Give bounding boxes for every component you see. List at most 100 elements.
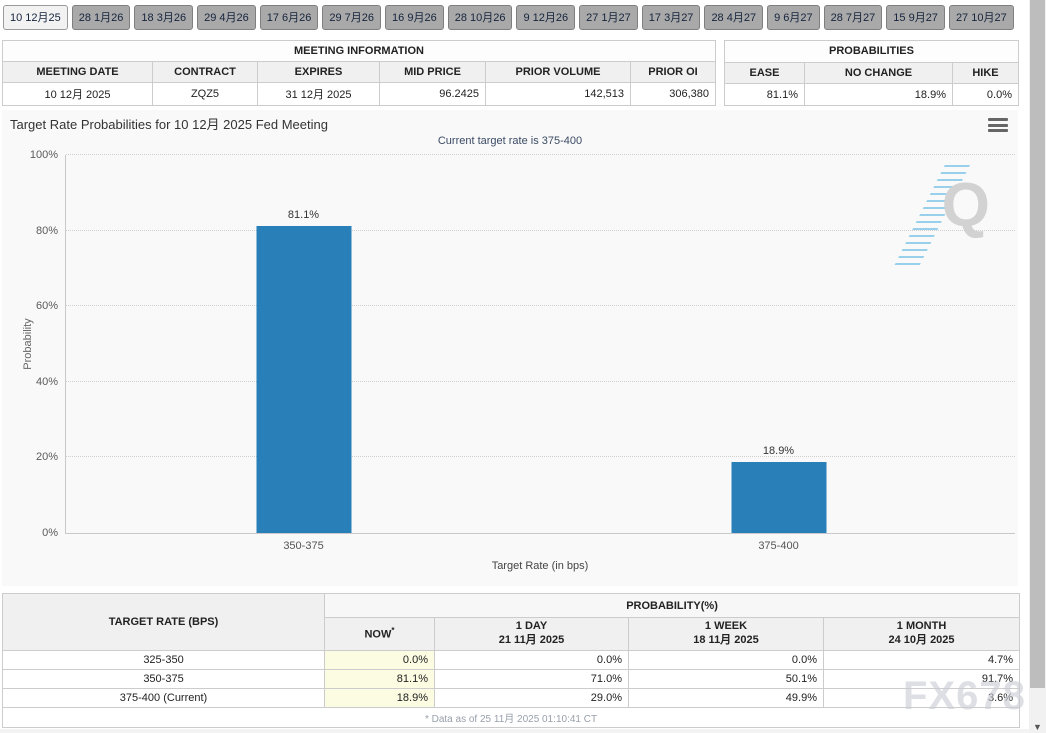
meeting-date-value: 10 12月 2025 — [2, 82, 153, 106]
meeting-tab[interactable]: 28 1月26 — [71, 5, 131, 30]
col-header-meeting-date: MEETING DATE — [2, 61, 153, 83]
x-axis-title: Target Rate (in bps) — [491, 560, 589, 572]
meeting-tab[interactable]: 27 1月27 — [579, 5, 638, 30]
meeting-tab[interactable]: 10 12月25 — [3, 5, 68, 30]
y-axis-tick: 60% — [35, 300, 58, 313]
scrollbar-thumb[interactable] — [1030, 0, 1045, 688]
month-date: 24 10月 2025 — [888, 633, 955, 646]
col-header-1-day: 1 DAY 21 11月 2025 — [434, 617, 629, 651]
week-label: 1 WEEK — [704, 620, 748, 632]
day-cell: 29.0% — [434, 687, 629, 708]
day-cell: 71.0% — [434, 668, 629, 689]
table-row: 325-350 0.0% 0.0% 0.0% 4.7% — [2, 649, 1021, 670]
bar-375-400[interactable]: 18.9% — [731, 445, 826, 533]
probability-history-table: TARGET RATE (BPS) PROBABILITY(%) NOW* 1 … — [1, 593, 1021, 728]
gridline — [66, 229, 1015, 231]
week-date: 18 11月 2025 — [693, 633, 759, 646]
now-label: NOW — [364, 628, 392, 641]
chart-subtitle: Current target rate is 375-400 — [437, 135, 583, 147]
hike-value: 0.0% — [952, 83, 1019, 106]
meeting-tab[interactable]: 16 9月26 — [385, 5, 444, 30]
hamburger-menu-icon[interactable] — [988, 117, 1008, 133]
no-change-value: 18.9% — [804, 83, 953, 106]
chart-title: Target Rate Probabilities for 10 12月 202… — [10, 117, 328, 132]
month-cell: 3.6% — [822, 687, 1021, 708]
table-row: 350-375 81.1% 71.0% 50.1% 91.7% — [2, 668, 1021, 689]
week-cell: 50.1% — [628, 668, 824, 689]
meeting-tabs-bar: 10 12月25 28 1月26 18 3月26 29 4月26 17 6月26… — [3, 5, 1020, 30]
meeting-tab[interactable]: 9 12月26 — [516, 5, 576, 30]
col-header-now: NOW* — [324, 617, 435, 651]
target-rate-cell: 375-400 (Current) — [2, 687, 325, 708]
table-row: 375-400 (Current) 18.9% 29.0% 49.9% 3.6% — [2, 687, 1021, 708]
meeting-tab[interactable]: 28 7月27 — [823, 5, 883, 30]
meeting-information-title: MEETING INFORMATION — [2, 40, 716, 62]
col-header-no-change: NO CHANGE — [804, 61, 953, 85]
bar-350-375[interactable]: 81.1% — [256, 209, 351, 533]
ease-value: 81.1% — [724, 83, 805, 106]
gridline — [66, 456, 1015, 458]
col-header-contract: CONTRACT — [152, 61, 258, 83]
col-header-prior-volume: PRIOR VOLUME — [485, 61, 631, 83]
info-tables-row: MEETING INFORMATION MEETING DATE CONTRAC… — [2, 40, 1019, 106]
month-label: 1 MONTH — [896, 620, 947, 632]
scroll-down-arrow-icon[interactable]: ▼ — [1033, 722, 1042, 732]
meeting-tab[interactable]: 29 4月26 — [197, 5, 256, 30]
meeting-information-table: MEETING INFORMATION MEETING DATE CONTRAC… — [2, 40, 716, 106]
meeting-tab[interactable]: 27 10月27 — [948, 5, 1014, 30]
day-label: 1 DAY — [515, 620, 548, 632]
meeting-tab[interactable]: 17 3月27 — [641, 5, 701, 30]
col-header-mid-price: MID PRICE — [379, 61, 486, 83]
now-asterisk: * — [391, 625, 395, 635]
vertical-scrollbar[interactable]: ▼ — [1029, 0, 1046, 733]
y-axis-tick: 40% — [35, 375, 58, 388]
table-footnote-row: * Data as of 25 11月 2025 01:10:41 CT — [1, 706, 1021, 728]
meeting-tab[interactable]: 28 10月26 — [447, 5, 513, 30]
target-rate-cell: 350-375 — [2, 668, 325, 689]
y-axis-tick: 100% — [29, 149, 58, 161]
now-cell: 18.9% — [324, 687, 435, 708]
chart-plot-area: 0% 20% 40% 60% 80% 100% 81.1% 350-375 18… — [30, 149, 1016, 552]
y-axis-tick: 80% — [35, 224, 58, 237]
meeting-tab[interactable]: 18 3月26 — [134, 5, 194, 30]
day-cell: 0.0% — [434, 649, 629, 670]
meeting-tab[interactable]: 17 6月26 — [259, 5, 319, 30]
col-header-hike: HIKE — [952, 61, 1019, 85]
gridline — [66, 380, 1015, 382]
horizontal-scrollbar[interactable] — [0, 729, 1029, 733]
prior-oi-value: 306,380 — [630, 82, 716, 106]
col-header-1-week: 1 WEEK 18 11月 2025 — [628, 617, 824, 651]
prior-volume-value: 142,513 — [485, 82, 631, 106]
probabilities-table: PROBABILITIES EASE NO CHANGE HIKE 81.1% … — [724, 40, 1019, 106]
y-axis-title: Probability — [22, 318, 34, 370]
now-cell: 81.1% — [324, 668, 435, 689]
meeting-tab[interactable]: 9 6月27 — [767, 5, 820, 30]
now-cell: 0.0% — [324, 649, 435, 670]
category-slot-350-375: 81.1% 350-375 — [66, 155, 541, 552]
col-header-prior-oi: PRIOR OI — [630, 61, 716, 83]
day-date: 21 11月 2025 — [498, 633, 565, 646]
target-rate-chart: Target Rate Probabilities for 10 12月 202… — [2, 110, 1018, 586]
meeting-tab[interactable]: 15 9月27 — [886, 5, 945, 30]
col-header-expires: EXPIRES — [257, 61, 380, 83]
meeting-tab[interactable]: 28 4月27 — [704, 5, 764, 30]
mid-price-value: 96.2425 — [379, 82, 486, 106]
data-as-of-note: * Data as of 25 11月 2025 01:10:41 CT — [1, 706, 1021, 728]
col-header-1-month: 1 MONTH 24 10月 2025 — [822, 617, 1021, 651]
month-cell: 91.7% — [822, 668, 1021, 689]
x-axis-label: 375-400 — [758, 540, 799, 552]
y-axis-tick: 20% — [35, 451, 58, 464]
category-slot-375-400: 18.9% 375-400 — [541, 155, 1016, 552]
probabilities-title: PROBABILITIES — [724, 40, 1019, 63]
x-axis-label: 350-375 — [283, 540, 324, 552]
target-rate-cell: 325-350 — [2, 649, 325, 670]
gridline — [66, 154, 1015, 155]
gridline — [66, 305, 1015, 307]
meeting-tab[interactable]: 29 7月26 — [322, 5, 382, 30]
col-header-ease: EASE — [724, 61, 805, 85]
bar-value-label: 81.1% — [287, 209, 320, 222]
bar-value-label: 18.9% — [762, 444, 795, 457]
week-cell: 49.9% — [628, 687, 824, 708]
month-cell: 4.7% — [822, 649, 1021, 670]
group-header-probability: PROBABILITY(%) — [323, 593, 1021, 618]
